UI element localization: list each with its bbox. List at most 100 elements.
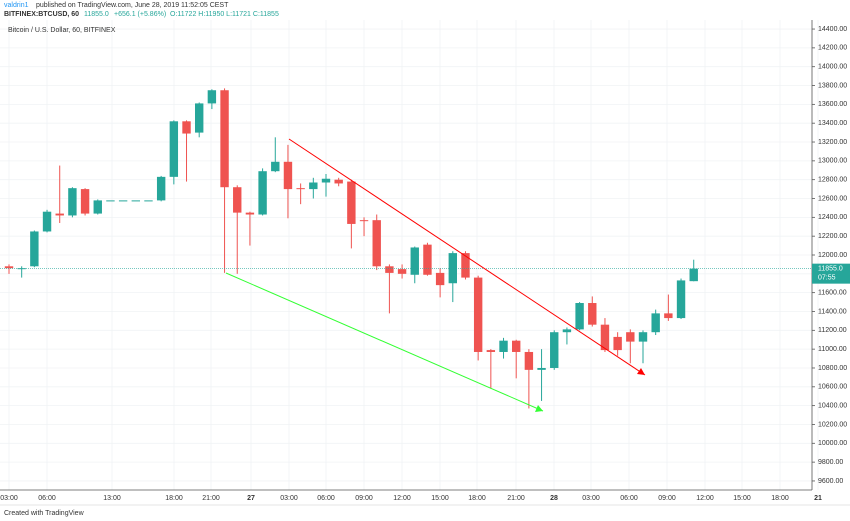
footer[interactable]: Created with TradingView [4,510,85,517]
x-tick-label: 09:00 [355,495,373,502]
arrow-head [637,368,645,375]
candle-body [347,181,356,224]
y-tick-label: 12200.00 [818,233,847,240]
y-tick-label: 10400.00 [818,402,847,409]
candle-body [435,272,445,286]
candle-body [638,332,648,342]
candle-body [195,103,204,133]
x-tick-label: 06:00 [620,495,638,502]
candle-body [131,200,140,202]
y-tick-label: 14400.00 [818,26,847,33]
y-tick-label: 9800.00 [818,459,843,466]
grid [0,20,819,490]
candle-body [334,179,343,184]
arrow-head [535,405,543,412]
candle-body [575,303,584,330]
candle-body [550,332,559,368]
candle-body [397,269,407,274]
candle-body [42,211,52,232]
x-tick-label: 03:00 [582,495,600,502]
candle-body [296,188,305,190]
last-price-label: 11855.0 [818,265,843,272]
y-tick-label: 11200.00 [818,327,847,334]
candle-body [106,200,115,202]
candle-body [486,350,496,352]
candle-body [372,220,381,267]
x-tick-label: 18:00 [771,495,789,502]
x-tick-label: 15:00 [733,495,751,502]
candle-body [651,313,660,333]
trend-line-red [288,138,646,376]
candle-body [321,178,331,183]
published: published on TradingView.com, June 28, 2… [36,2,229,9]
candle-body [448,253,457,284]
candle-body [17,268,26,270]
x-tick-label: 06:00 [317,495,335,502]
price: 11855.0 [84,11,109,18]
y-tick-label: 13200.00 [818,139,847,146]
candle-body [689,268,698,282]
x-tick-label: 12:00 [393,495,411,502]
y-tick-label: 10600.00 [818,384,847,391]
x-tick-label: 27 [247,495,255,502]
x-tick-label: 21 [814,495,822,502]
y-tick-label: 12000.00 [818,252,847,259]
candle-body [55,213,64,216]
candle-body [156,176,166,201]
x-tick-label: 12:00 [696,495,714,502]
ohlc: O:11722 H:11950 L:11721 C:11855 [170,11,279,18]
candle-body [613,336,622,351]
author[interactable]: valdrin1 [4,2,29,9]
y-tick-label: 12600.00 [818,195,847,202]
candle-body [283,161,293,190]
x-tick-label: 18:00 [165,495,183,502]
x-tick-label: 03:00 [0,495,18,502]
candles [0,88,812,409]
candle-body [499,340,508,352]
candle-body [245,212,255,215]
candle-body [626,332,635,342]
candle-body [80,189,90,214]
y-tick-label: 14000.00 [818,64,847,71]
candle-body [233,187,242,213]
countdown: 07:55 [818,274,836,281]
y-tick-label: 9600.00 [818,478,843,485]
y-tick-label: 12400.00 [818,214,847,221]
candle-body [537,367,546,370]
candle-body [144,200,153,202]
x-tick-label: 06:00 [38,495,56,502]
y-tick-label: 11000.00 [818,346,847,353]
candle-body [182,121,191,134]
candle-body [588,303,597,325]
candle-body [423,244,432,275]
candle-body [562,329,572,333]
y-tick-label: 13000.00 [818,158,847,165]
y-tick-label: 12800.00 [818,177,847,184]
candle-body [410,247,419,275]
x-tick-label: 15:00 [431,495,449,502]
y-tick-label: 10000.00 [818,440,847,447]
y-tick-label: 13600.00 [818,101,847,108]
candle-body [169,121,179,177]
trend-line-green [225,272,544,412]
y-tick-label: 10800.00 [818,365,847,372]
candle-body [676,280,686,319]
candle-body [93,200,102,214]
candle-body [473,277,483,352]
x-tick-label: 21:00 [507,495,525,502]
x-tick-label: 28 [550,495,558,502]
axes: 9600.00 9800.00 10000.00 10200.00 10400.00 10… [0,26,850,502]
candle-body [524,351,534,370]
candle-body [600,324,610,351]
y-tick-label: 13400.00 [818,120,847,127]
candle-body [118,200,128,202]
x-tick-label: 09:00 [658,495,676,502]
last-price-box [812,263,850,284]
candle-body [512,340,521,352]
candle-body [207,90,217,104]
change: +656.1 (+5.86%) [114,11,166,18]
candle-body [359,220,369,222]
y-tick-label: 11400.00 [818,308,847,315]
x-tick-label: 03:00 [280,495,298,502]
y-tick-label: 13800.00 [818,82,847,89]
